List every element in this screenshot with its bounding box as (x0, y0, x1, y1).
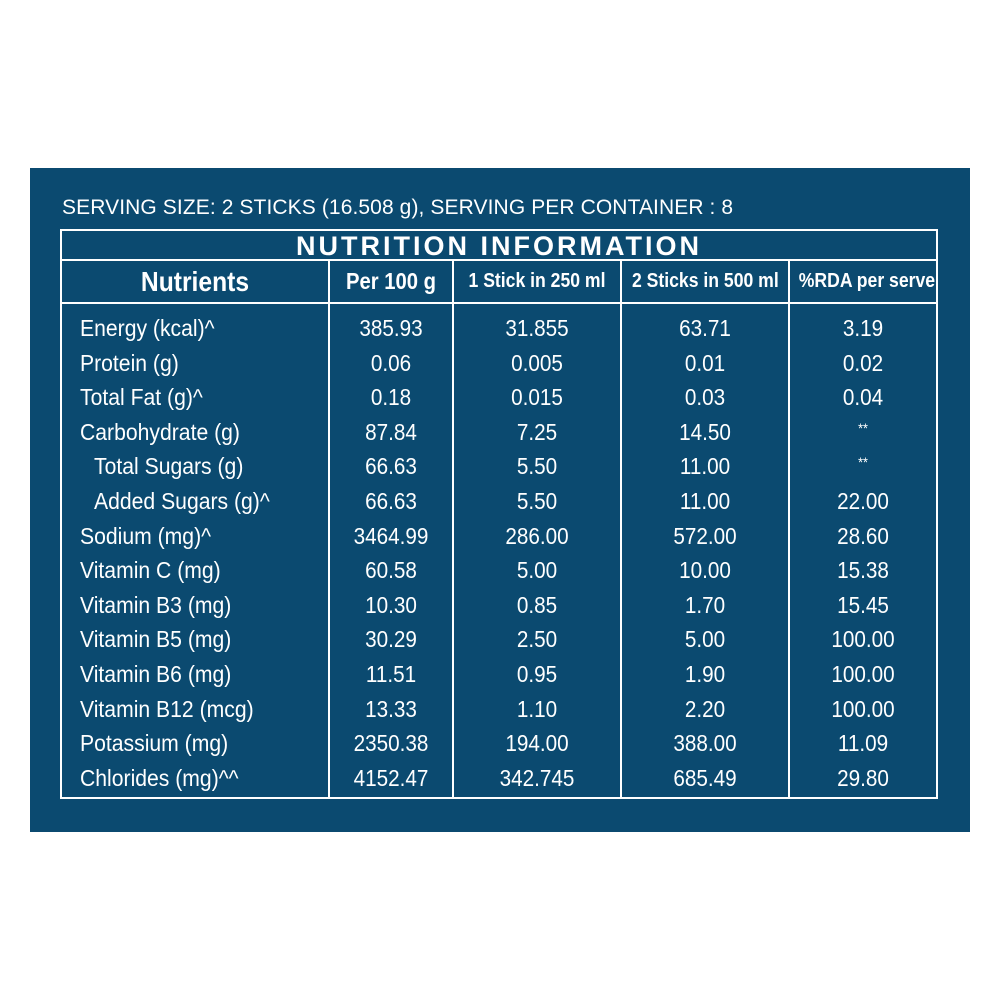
table-row: Vitamin C (mg) 60.58 5.00 10.00 15.38 (62, 553, 936, 588)
table-row: Carbohydrate (g) 87.84 7.25 14.50 ** (62, 415, 936, 450)
nutrient-name: Vitamin C (mg) (80, 557, 221, 584)
table-row: Protein (g) 0.06 0.005 0.01 0.02 (62, 346, 936, 381)
two-sticks-value: 14.50 (679, 418, 731, 445)
two-sticks-value: 572.00 (673, 522, 737, 549)
nutrient-name: Potassium (mg) (80, 730, 229, 757)
table-row: Total Fat (g)^ 0.18 0.015 0.03 0.04 (62, 380, 936, 415)
header-2-sticks: 2 Sticks in 500 ml (631, 270, 779, 292)
per-100g-value: 385.93 (359, 315, 423, 341)
two-sticks-value: 63.71 (679, 315, 731, 341)
per-100g-value: 3464.99 (353, 522, 429, 549)
rda-value: ** (858, 454, 868, 471)
column-divider (452, 261, 454, 797)
rda-value: 29.80 (837, 764, 889, 791)
one-stick-value: 0.015 (511, 384, 563, 411)
two-sticks-value: 0.01 (684, 349, 726, 376)
per-100g-value: 0.06 (370, 349, 412, 376)
rda-value: 3.19 (842, 315, 884, 341)
nutrition-table: NUTRITION INFORMATION Nutrients Per 100 … (60, 229, 938, 799)
rda-value: 100.00 (831, 660, 895, 687)
one-stick-value: 31.855 (505, 315, 569, 341)
column-divider (328, 261, 330, 797)
rda-value: 11.09 (837, 730, 889, 757)
table-row: Vitamin B12 (mcg) 13.33 1.10 2.20 100.00 (62, 692, 936, 727)
table-row: Added Sugars (g)^ 66.63 5.50 11.00 22.00 (62, 484, 936, 519)
nutrient-name: Vitamin B12 (mcg) (80, 695, 254, 722)
per-100g-value: 87.84 (365, 418, 417, 445)
one-stick-value: 0.85 (516, 591, 558, 618)
rda-value: 28.60 (837, 522, 889, 549)
rda-value: 100.00 (831, 695, 895, 722)
two-sticks-value: 685.49 (673, 764, 737, 791)
two-sticks-value: 388.00 (673, 730, 737, 757)
two-sticks-value: 1.70 (684, 591, 726, 618)
table-row: Chlorides (mg)^^ 4152.47 342.745 685.49 29.8… (62, 761, 936, 796)
nutrient-name: Energy (kcal)^ (80, 315, 215, 341)
one-stick-value: 342.745 (499, 764, 575, 791)
header-per-100g: Per 100 g (345, 268, 437, 294)
nutrient-name: Vitamin B5 (mg) (80, 626, 232, 653)
per-100g-value: 66.63 (365, 453, 417, 480)
one-stick-value: 7.25 (516, 418, 558, 445)
one-stick-value: 0.95 (516, 660, 558, 687)
two-sticks-value: 5.00 (684, 626, 726, 653)
one-stick-value: 2.50 (516, 626, 558, 653)
one-stick-value: 194.00 (505, 730, 569, 757)
nutrient-name: Total Fat (g)^ (80, 384, 203, 411)
nutrient-name: Added Sugars (g)^ (94, 487, 270, 514)
table-title: NUTRITION INFORMATION (62, 231, 936, 261)
rda-value: ** (858, 419, 868, 436)
per-100g-value: 4152.47 (353, 764, 429, 791)
per-100g-value: 11.51 (365, 660, 417, 687)
table-row: Vitamin B6 (mg) 11.51 0.95 1.90 100.00 (62, 657, 936, 692)
two-sticks-value: 11.00 (679, 453, 731, 480)
per-100g-value: 2350.38 (353, 730, 429, 757)
rda-value: 100.00 (831, 626, 895, 653)
nutrient-name: Protein (g) (80, 349, 179, 376)
table-row: Vitamin B3 (mg) 10.30 0.85 1.70 15.45 (62, 588, 936, 623)
column-divider (620, 261, 622, 797)
nutrient-name: Carbohydrate (g) (80, 418, 240, 445)
table-row: Sodium (mg)^ 3464.99 286.00 572.00 28.60 (62, 519, 936, 554)
nutrition-panel: SERVING SIZE: 2 STICKS (16.508 g), SERVI… (30, 168, 970, 832)
two-sticks-value: 10.00 (679, 557, 731, 584)
one-stick-value: 0.005 (511, 349, 563, 376)
per-100g-value: 66.63 (365, 487, 417, 514)
one-stick-value: 5.50 (516, 487, 558, 514)
table-row: Energy (kcal)^ 385.93 31.855 63.71 3.19 (62, 311, 936, 346)
two-sticks-value: 2.20 (684, 695, 726, 722)
table-row: Potassium (mg) 2350.38 194.00 388.00 11.09 (62, 726, 936, 761)
one-stick-value: 5.50 (516, 453, 558, 480)
two-sticks-value: 11.00 (679, 487, 731, 514)
nutrient-name: Vitamin B3 (mg) (80, 591, 232, 618)
two-sticks-value: 1.90 (684, 660, 726, 687)
rda-value: 0.04 (842, 384, 884, 411)
rda-value: 15.38 (837, 557, 889, 584)
nutrient-name: Vitamin B6 (mg) (80, 660, 232, 687)
table-row: Vitamin B5 (mg) 30.29 2.50 5.00 100.00 (62, 622, 936, 657)
nutrient-rows: Energy (kcal)^ 385.93 31.855 63.71 3.19 Prote… (62, 311, 936, 795)
per-100g-value: 60.58 (365, 557, 417, 584)
per-100g-value: 10.30 (365, 591, 417, 618)
header-rda: %RDA per serve (798, 270, 936, 292)
rda-value: 0.02 (842, 349, 884, 376)
nutrient-name: Total Sugars (g) (94, 453, 244, 480)
nutrient-name: Chlorides (mg)^^ (80, 764, 239, 791)
header-nutrients: Nutrients (140, 266, 250, 297)
per-100g-value: 30.29 (365, 626, 417, 653)
column-divider (788, 261, 790, 797)
one-stick-value: 1.10 (516, 695, 558, 722)
serving-info: SERVING SIZE: 2 STICKS (16.508 g), SERVI… (62, 196, 734, 219)
per-100g-value: 13.33 (365, 695, 417, 722)
per-100g-value: 0.18 (370, 384, 412, 411)
header-divider (62, 302, 936, 304)
two-sticks-value: 0.03 (684, 384, 726, 411)
one-stick-value: 286.00 (505, 522, 569, 549)
rda-value: 22.00 (837, 487, 889, 514)
rda-value: 15.45 (837, 591, 889, 618)
one-stick-value: 5.00 (516, 557, 558, 584)
nutrient-name: Sodium (mg)^ (80, 522, 212, 549)
header-1-stick: 1 Stick in 250 ml (468, 270, 606, 292)
table-row: Total Sugars (g) 66.63 5.50 11.00 ** (62, 449, 936, 484)
